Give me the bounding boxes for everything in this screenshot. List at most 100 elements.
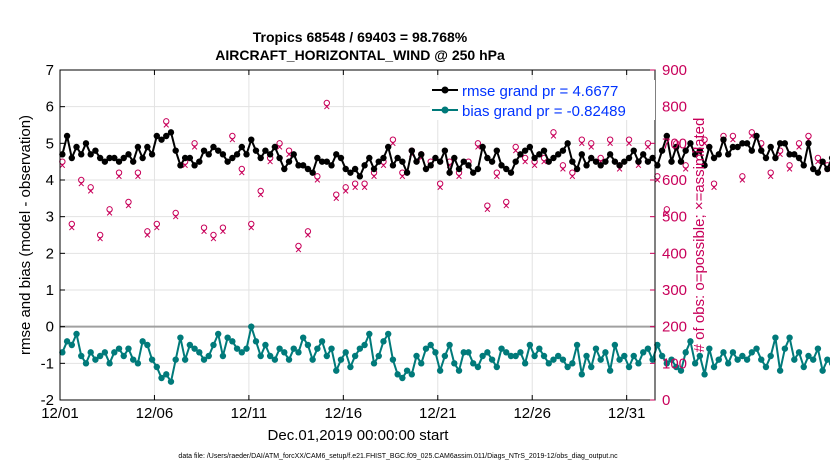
rmse-point xyxy=(819,158,826,165)
rmse-point xyxy=(488,158,496,165)
rmse-point xyxy=(144,143,151,151)
obs-assimilated-point xyxy=(371,173,377,180)
rmse-point xyxy=(729,143,737,151)
bias-point xyxy=(125,345,132,352)
obs-assimilated-point xyxy=(607,140,613,147)
rmse-point xyxy=(701,162,708,169)
rmse-point xyxy=(710,154,718,162)
left-y-tick-label: 2 xyxy=(46,245,54,262)
bias-point xyxy=(762,363,770,371)
obs-assimilated-point xyxy=(380,162,387,169)
obs-possible-point xyxy=(484,202,491,209)
rmse-point xyxy=(526,143,534,151)
data-file-footnote: data file: /Users/raeder/DAI/ATM_forcXX/… xyxy=(178,453,618,460)
bias-point xyxy=(743,356,751,363)
bias-point xyxy=(134,360,142,367)
obs-assimilated-point xyxy=(361,184,368,191)
bias-point xyxy=(639,349,647,356)
left-y-tick-labels: -2 -1 0 1 2 3 4 5 6 7 xyxy=(41,62,54,409)
obs-possible-point xyxy=(739,173,746,180)
bias-point xyxy=(706,345,713,352)
rmse-point xyxy=(654,162,661,169)
bias-point xyxy=(682,349,689,356)
left-y-tick-label: 3 xyxy=(46,209,54,226)
rmse-point xyxy=(507,169,515,176)
bias-point xyxy=(616,356,623,363)
obs-possible-point xyxy=(512,143,519,151)
obs-possible-point xyxy=(200,224,208,231)
rmse-point xyxy=(606,151,614,158)
rmse-point xyxy=(295,162,302,169)
rmse-point xyxy=(767,143,774,151)
rmse-point xyxy=(243,151,250,158)
bias-point xyxy=(252,338,260,345)
obs-possible-point xyxy=(588,140,595,147)
bias-point xyxy=(791,356,798,363)
obs-assimilated-point xyxy=(588,144,595,150)
bias-point xyxy=(63,338,71,345)
obs-assimilated-point xyxy=(796,144,802,150)
obs-assimilated-point xyxy=(579,140,585,147)
legend: rmse grand pr = 4.6677 bias grand pr = -… xyxy=(430,80,655,120)
bias-point xyxy=(153,363,161,371)
rmse-point xyxy=(158,136,165,143)
rmse-point xyxy=(370,165,378,173)
rmse-point xyxy=(460,158,467,165)
left-y-tick-label: 6 xyxy=(46,99,54,116)
legend-bias-marker xyxy=(441,106,449,114)
rmse-point xyxy=(82,140,90,147)
bias-point xyxy=(224,334,231,341)
bias-point xyxy=(78,352,85,360)
bias-point xyxy=(673,363,680,371)
bias-point xyxy=(351,352,359,360)
bias-point xyxy=(602,349,609,356)
obs-assimilated-point xyxy=(786,166,793,172)
rmse-point xyxy=(205,151,212,158)
rmse-point xyxy=(465,162,472,169)
bias-point xyxy=(630,352,637,360)
rmse-point xyxy=(337,154,345,162)
bias-point xyxy=(611,341,619,349)
rmse-point xyxy=(73,143,80,151)
bias-point xyxy=(805,352,812,360)
rmse-point xyxy=(271,143,279,151)
rmse-point xyxy=(649,154,656,162)
bias-point xyxy=(715,356,722,363)
rmse-point xyxy=(92,147,99,154)
rmse-point xyxy=(658,147,666,154)
rmse-point xyxy=(597,162,604,169)
bias-point xyxy=(696,352,704,360)
obs-assimilated-point xyxy=(777,151,783,158)
rmse-point xyxy=(361,162,368,169)
left-y-tick-label: 7 xyxy=(46,62,54,79)
obs-possible-point xyxy=(625,136,633,143)
rmse-point xyxy=(559,147,567,154)
bias-point xyxy=(290,345,297,352)
bias-point xyxy=(512,352,519,360)
bias-point xyxy=(677,367,685,374)
rmse-point xyxy=(451,154,458,162)
bias-point xyxy=(92,356,99,363)
obs-assimilated-point xyxy=(739,177,746,183)
obs-possible-point xyxy=(767,169,774,176)
rmse-point xyxy=(200,147,208,154)
right-y-tick-label: 800 xyxy=(662,99,687,116)
rmse-point xyxy=(356,173,364,180)
bias-point xyxy=(422,345,430,352)
obs-assimilated-point xyxy=(78,180,85,187)
obs-assimilated-point xyxy=(494,173,500,180)
rmse-point xyxy=(111,154,118,162)
bias-point xyxy=(819,367,826,374)
bias-point xyxy=(479,352,486,360)
bias-point xyxy=(554,352,562,360)
obs-possible-point xyxy=(87,184,94,191)
obs-assimilated-point xyxy=(512,147,519,154)
rmse-point xyxy=(791,151,798,158)
right-y-tick-label: 200 xyxy=(662,319,687,336)
bias-point xyxy=(248,323,255,330)
obs-possible-point xyxy=(68,220,76,228)
rmse-point xyxy=(276,154,283,162)
rmse-point xyxy=(554,151,562,158)
bias-point xyxy=(663,360,671,367)
obs-assimilated-point xyxy=(522,158,528,165)
